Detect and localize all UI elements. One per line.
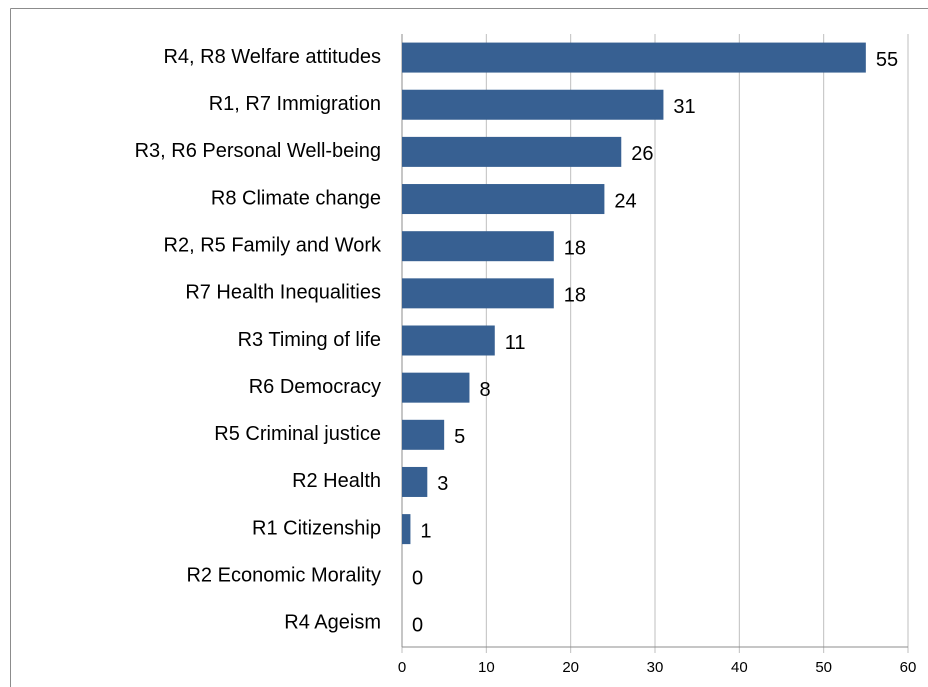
bar: [402, 372, 470, 403]
data-label: 18: [564, 285, 586, 307]
data-label: 3: [437, 473, 448, 495]
bar: [402, 42, 866, 73]
y-tick-label: R4, R8 Welfare attitudes: [163, 46, 381, 68]
bar: [402, 278, 554, 309]
bar: [402, 325, 495, 356]
bar: [402, 136, 622, 167]
x-tick-label: 30: [647, 659, 664, 676]
x-tick-label: 40: [731, 659, 748, 676]
data-label: 5: [454, 426, 465, 448]
data-label: 18: [564, 237, 586, 259]
y-tick-label: R2 Economic Morality: [186, 565, 381, 587]
data-label: 11: [505, 332, 526, 354]
data-label: 1: [420, 520, 431, 542]
data-label: 31: [673, 96, 695, 118]
data-label: 0: [412, 615, 423, 637]
y-tick-label: R2, R5 Family and Work: [164, 234, 382, 256]
y-tick-label: R8 Climate change: [211, 187, 381, 209]
bar: [402, 466, 428, 497]
data-label: 24: [614, 190, 636, 212]
x-tick-label: 20: [562, 659, 579, 676]
bar: [402, 89, 664, 120]
y-tick-label: R7 Health Inequalities: [185, 282, 381, 304]
data-label: 55: [876, 49, 898, 71]
x-tick-label: 10: [478, 659, 495, 676]
bar: [402, 514, 411, 545]
y-tick-label: R2 Health: [292, 470, 381, 492]
y-tick-label: R6 Democracy: [249, 376, 381, 398]
y-tick-label: R5 Criminal justice: [214, 423, 381, 445]
data-label: 8: [479, 379, 490, 401]
x-tick-label: 50: [815, 659, 832, 676]
y-tick-label: R3, R6 Personal Well-being: [135, 140, 381, 162]
y-tick-label: R1 Citizenship: [252, 517, 381, 539]
x-tick-label: 60: [900, 659, 917, 676]
bar: [402, 184, 605, 215]
x-tick-label: 0: [398, 659, 406, 676]
y-tick-label: R1, R7 Immigration: [209, 93, 381, 115]
data-label: 0: [412, 568, 423, 590]
bar: [402, 231, 554, 262]
y-tick-label: R4 Ageism: [284, 612, 381, 634]
data-label: 26: [631, 143, 653, 165]
y-tick-label: R3 Timing of life: [238, 329, 381, 351]
bar: [402, 419, 445, 450]
